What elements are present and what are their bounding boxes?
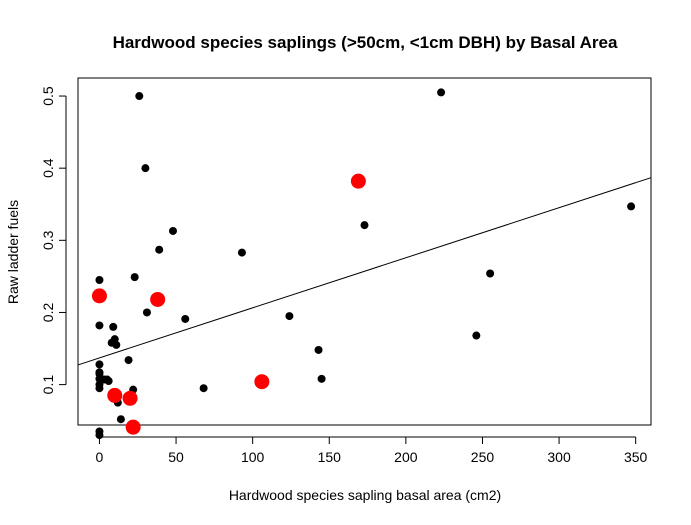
black-point (472, 331, 481, 340)
x-axis: 0 50 100 150 200 250 300 350 (96, 436, 648, 465)
black-point (116, 415, 125, 424)
x-tick-label: 250 (471, 449, 495, 465)
black-point (627, 202, 636, 211)
black-point (95, 431, 104, 440)
regression-line (77, 177, 652, 366)
red-point (254, 374, 270, 390)
black-point (95, 368, 104, 377)
red-point (107, 387, 123, 403)
y-tick-label: 0.1 (40, 375, 56, 395)
black-point (199, 384, 208, 393)
y-tick-label: 0.5 (40, 86, 56, 106)
black-point (112, 340, 121, 349)
black-point (314, 345, 323, 354)
black-point (237, 248, 246, 257)
x-tick-label: 0 (96, 449, 104, 465)
x-tick-label: 200 (394, 449, 418, 465)
red-point (125, 419, 141, 435)
black-point (95, 275, 104, 284)
chart-title: Hardwood species saplings (>50cm, <1cm D… (113, 33, 618, 52)
data-points (91, 88, 636, 440)
black-point (360, 221, 369, 230)
y-axis: 0.1 0.2 0.3 0.4 0.5 (40, 86, 67, 395)
red-point (150, 291, 166, 307)
black-point (104, 376, 113, 385)
red-point (350, 173, 366, 189)
x-tick-label: 300 (547, 449, 571, 465)
y-axis-label: Raw ladder fuels (5, 200, 21, 304)
black-point (142, 308, 151, 317)
black-point (135, 92, 144, 101)
black-point (109, 322, 118, 331)
black-point (141, 164, 150, 173)
red-point (122, 390, 138, 406)
plot-frame (77, 77, 652, 426)
black-point (285, 312, 294, 321)
black-point (437, 88, 446, 97)
black-point (95, 321, 104, 330)
black-point (130, 273, 139, 282)
black-point (486, 269, 495, 278)
black-point (95, 380, 104, 389)
x-tick-label: 150 (318, 449, 342, 465)
x-tick-label: 50 (168, 449, 184, 465)
y-tick-label: 0.2 (40, 303, 56, 323)
black-point (317, 374, 326, 383)
black-point (168, 226, 177, 235)
black-point (155, 245, 164, 254)
y-tick-label: 0.4 (40, 158, 56, 178)
black-point (95, 360, 104, 369)
red-point (91, 288, 107, 304)
x-axis-label: Hardwood species sapling basal area (cm2… (229, 487, 501, 503)
black-point (181, 314, 190, 323)
y-tick-label: 0.3 (40, 230, 56, 250)
x-tick-label: 100 (241, 449, 265, 465)
x-tick-label: 350 (624, 449, 648, 465)
black-point (124, 356, 133, 365)
